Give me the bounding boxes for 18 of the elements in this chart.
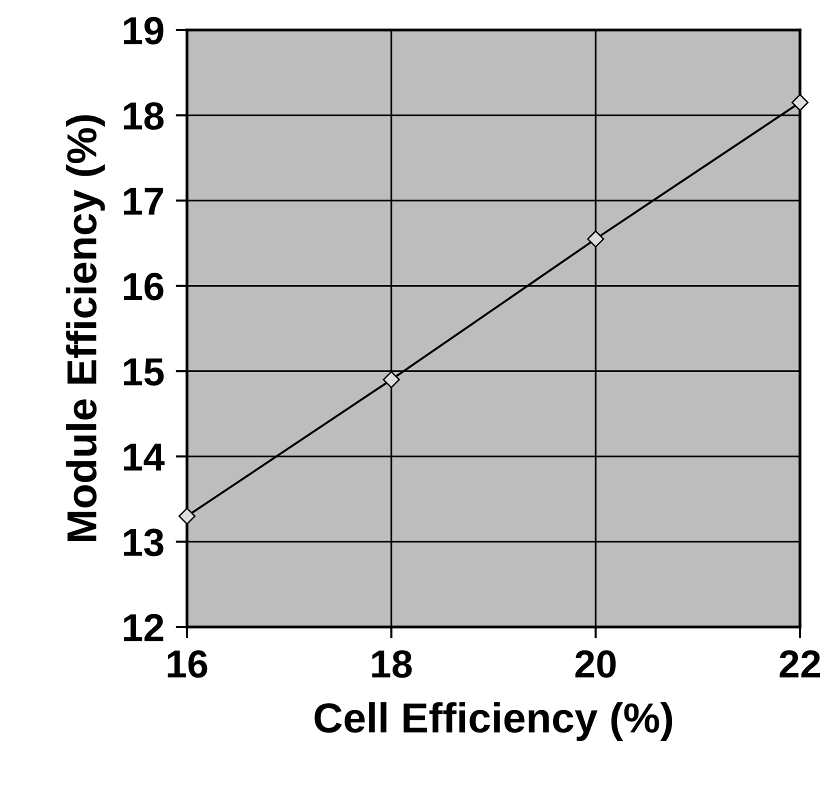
x-tick-label: 22: [780, 650, 820, 678]
x-tick-label: 18: [372, 650, 412, 678]
y-tick-label: 14: [124, 444, 165, 471]
x-axis-title: Cell Efficiency (%): [314, 702, 672, 741]
y-tick-label: 16: [124, 272, 164, 300]
y-tick-label: 17: [124, 188, 164, 215]
y-tick-label: 15: [124, 358, 164, 386]
x-tick-label: 16: [168, 650, 208, 678]
y-tick-label: 12: [124, 614, 164, 642]
point: [587, 230, 604, 248]
y-tick-label: 13: [124, 528, 164, 556]
point: [178, 508, 196, 525]
y-tick-label: 18: [124, 102, 164, 130]
y-tick-label: 19: [124, 16, 164, 44]
y-axis-title: Module Efficiency (%): [66, 115, 105, 541]
point: [791, 94, 809, 112]
x-tick-label: 20: [575, 650, 616, 678]
point: [382, 371, 400, 388]
